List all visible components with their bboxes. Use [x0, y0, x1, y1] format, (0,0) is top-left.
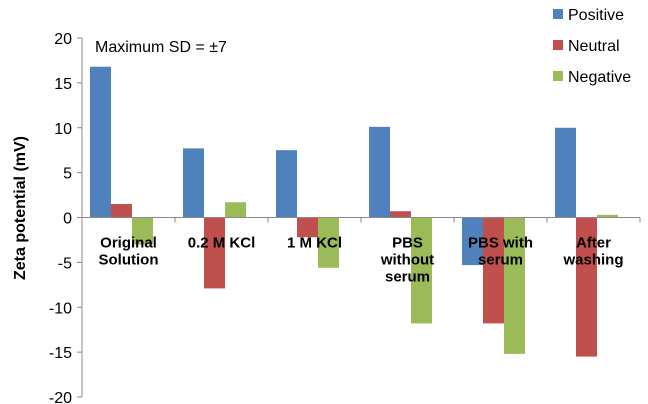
legend-swatch-neutral	[553, 40, 563, 50]
bar-positive-5	[555, 127, 576, 218]
category-label: serum	[478, 252, 523, 269]
y-tick-label: -10	[49, 300, 72, 317]
y-tick-label: -5	[58, 255, 72, 272]
y-axis-ticks: 20 15 10 5 0 -5 -10 -15 -20	[49, 31, 82, 404]
bar-neutral-0	[111, 204, 132, 218]
bar-negative-2	[318, 217, 339, 268]
y-tick-label: 15	[54, 76, 72, 93]
bar-neutral-5	[576, 217, 597, 357]
category-label: PBS	[392, 235, 423, 252]
bar-series	[81, 66, 641, 357]
y-tick-label: 20	[54, 31, 72, 48]
bar-positive-2	[276, 150, 297, 218]
bar-negative-5	[597, 214, 618, 218]
bar-negative-3	[411, 217, 432, 324]
bar-negative-1	[225, 202, 246, 218]
legend-swatch-positive	[553, 9, 563, 19]
legend: Positive Neutral Negative	[553, 7, 631, 86]
bar-neutral-3	[390, 211, 411, 218]
bar-positive-1	[183, 148, 204, 218]
bar-negative-4	[504, 217, 525, 354]
bar-negative-0	[132, 217, 153, 245]
category-label: without	[380, 252, 434, 269]
bar-neutral-1	[204, 217, 225, 289]
y-tick-label: 5	[63, 166, 72, 183]
category-label: 1 M KCl	[287, 235, 342, 252]
legend-label-positive: Positive	[568, 7, 624, 24]
category-label: 0.2 M KCl	[188, 235, 256, 252]
category-label: serum	[385, 269, 430, 286]
y-axis-title: Zeta potential (mV)	[12, 136, 29, 280]
category-label: Original	[100, 235, 157, 252]
legend-label-negative: Negative	[568, 69, 631, 86]
bar-positive-3	[369, 126, 390, 218]
bar-neutral-4	[483, 217, 504, 324]
category-label: PBS with	[468, 235, 533, 252]
bar-neutral-2	[297, 217, 318, 238]
max-sd-annotation: Maximum SD = ±7	[95, 39, 227, 56]
legend-label-neutral: Neutral	[568, 38, 620, 55]
bar-positive-0	[90, 66, 111, 218]
y-tick-label: -20	[49, 390, 72, 404]
category-label: Solution	[99, 252, 159, 269]
category-label: After	[576, 235, 611, 252]
y-tick-label: -15	[49, 345, 72, 362]
y-tick-label: 10	[54, 121, 72, 138]
y-tick-label: 0	[63, 211, 72, 228]
category-label: washing	[562, 252, 623, 269]
legend-swatch-negative	[553, 71, 563, 81]
bar-positive-4	[462, 217, 483, 266]
